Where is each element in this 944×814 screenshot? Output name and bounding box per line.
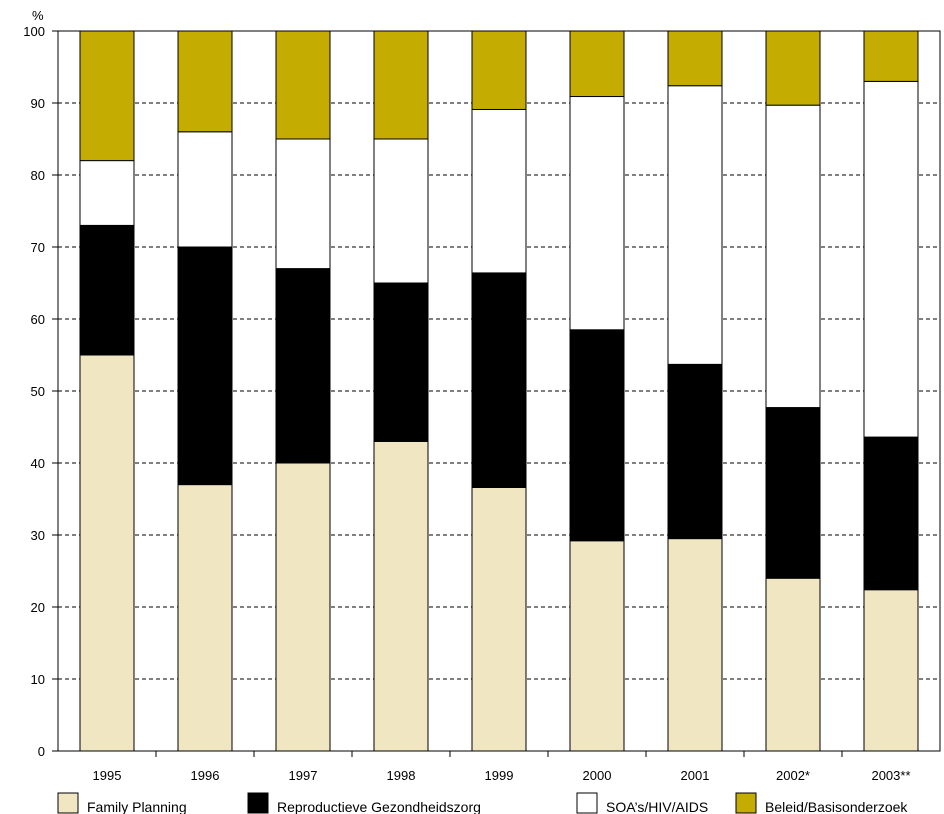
y-tick-label: 0 — [38, 744, 45, 759]
y-tick-label: 90 — [31, 96, 45, 111]
bar-segment-2001-series-0 — [667, 538, 723, 752]
legend-label: Beleid/Basisonderzoek — [765, 799, 908, 814]
x-tick-label: 2003** — [871, 768, 910, 783]
y-tick-label: 70 — [31, 240, 45, 255]
bar-segment-1999-series-1 — [471, 272, 527, 488]
bar-segment-1999-series-2 — [471, 108, 527, 274]
x-tick-label: 2001 — [681, 768, 710, 783]
legend-label: SOA’s/HIV/AIDS — [606, 799, 708, 814]
legend-item-3: Beleid/Basisonderzoek — [735, 792, 908, 814]
y-axis-label: % — [32, 8, 44, 23]
bar-segment-2002-series-1 — [765, 407, 821, 579]
x-tick-label: 1997 — [289, 768, 318, 783]
legend-item-2: SOA’s/HIV/AIDS — [576, 792, 708, 814]
bar-segment-2003-series-2 — [863, 80, 919, 438]
legend-item-0: Family Planning — [57, 792, 187, 814]
bar-segment-2002-series-0 — [765, 577, 821, 752]
bar-segment-1995-series-1 — [79, 224, 135, 356]
y-tick-label: 80 — [31, 168, 45, 183]
legend-swatch — [57, 792, 79, 814]
y-tick-label: 100 — [23, 24, 45, 39]
legend-swatch — [247, 792, 269, 814]
x-tick-label: 1999 — [485, 768, 514, 783]
bar-segment-1996-series-1 — [177, 246, 233, 486]
bar-segment-2001-series-1 — [667, 363, 723, 540]
bar-segment-1997-series-2 — [275, 138, 331, 270]
bar-segment-2002-series-3 — [765, 30, 821, 106]
bar-segment-1997-series-1 — [275, 268, 331, 464]
x-tick-label: 2002* — [776, 768, 810, 783]
bar-segment-2003-series-0 — [863, 589, 919, 752]
y-tick-label: 20 — [31, 600, 45, 615]
bar-segment-1995-series-3 — [79, 30, 135, 162]
bars — [79, 30, 919, 752]
y-tick-label: 50 — [31, 384, 45, 399]
x-tick-label: 1998 — [387, 768, 416, 783]
legend-swatch — [576, 792, 598, 814]
bar-segment-2000-series-0 — [569, 540, 625, 752]
bar-segment-2000-series-1 — [569, 329, 625, 542]
bar-segment-1998-series-0 — [373, 440, 429, 752]
bar-segment-2000-series-3 — [569, 30, 625, 98]
x-tick-label: 1996 — [191, 768, 220, 783]
y-tick-label: 10 — [31, 672, 45, 687]
bar-segment-1997-series-0 — [275, 462, 331, 752]
bar-segment-1996-series-0 — [177, 484, 233, 752]
legend-label: Family Planning — [87, 799, 187, 814]
bar-segment-1998-series-2 — [373, 138, 429, 284]
bar-segment-1995-series-0 — [79, 354, 135, 752]
bar-segment-1998-series-1 — [373, 282, 429, 442]
x-tick-label: 1995 — [93, 768, 122, 783]
legend-swatch — [735, 792, 757, 814]
bar-segment-1999-series-0 — [471, 486, 527, 752]
legend-label: Reproductieve Gezondheidszorg — [277, 799, 481, 814]
tick-labels: 0 10 20 30 40 50 60 70 80 90 100 1995 1996 1997 1998 19… — [23, 24, 910, 783]
bar-segment-2003-series-3 — [863, 30, 919, 82]
bar-segment-2001-series-3 — [667, 30, 723, 87]
axes: % — [32, 8, 941, 757]
bar-segment-2002-series-2 — [765, 104, 821, 409]
bar-segment-1995-series-2 — [79, 160, 135, 226]
bar-segment-2000-series-2 — [569, 96, 625, 331]
y-tick-label: 40 — [31, 456, 45, 471]
bar-segment-2003-series-1 — [863, 436, 919, 591]
y-tick-label: 60 — [31, 312, 45, 327]
bar-segment-2001-series-2 — [667, 85, 723, 365]
y-tick-label: 30 — [31, 528, 45, 543]
x-tick-label: 2000 — [583, 768, 612, 783]
legend-item-1: Reproductieve Gezondheidszorg — [247, 792, 481, 814]
bar-segment-1997-series-3 — [275, 30, 331, 140]
bar-segment-1998-series-3 — [373, 30, 429, 140]
legend: Family Planning Reproductieve Gezondheids… — [57, 792, 908, 814]
bar-segment-1996-series-3 — [177, 30, 233, 133]
bar-segment-1996-series-2 — [177, 131, 233, 248]
bar-segment-1999-series-3 — [471, 30, 527, 110]
